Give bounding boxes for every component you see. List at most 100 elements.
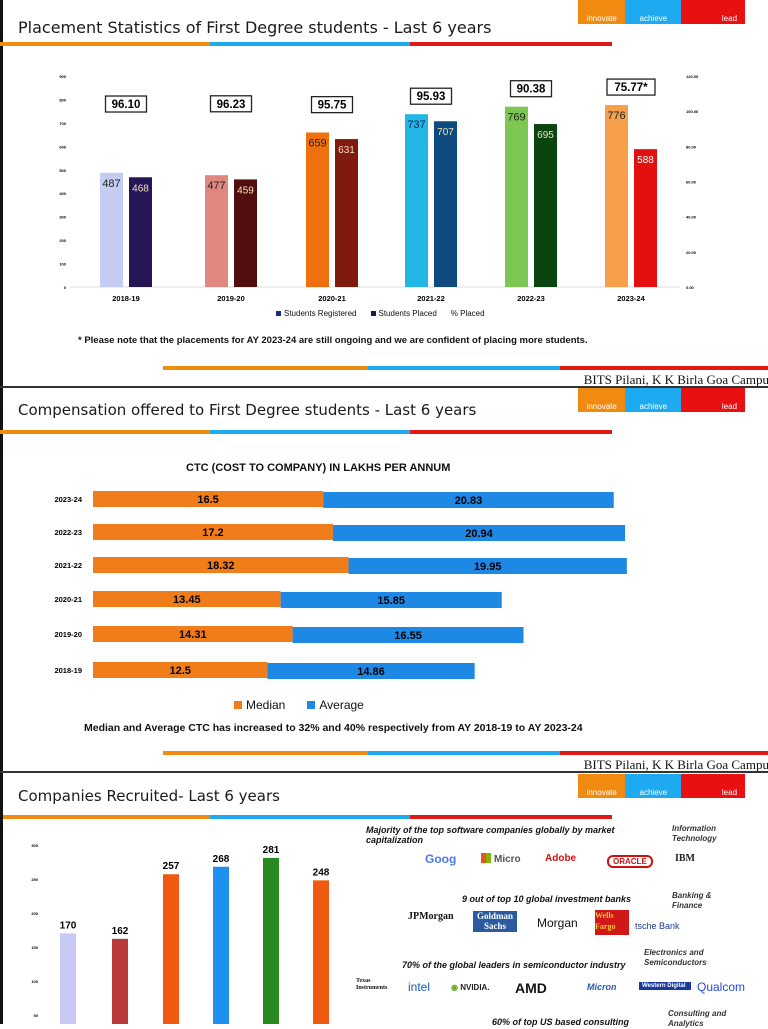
bar-average — [292, 627, 524, 643]
bar-placed — [634, 149, 657, 287]
stripe-blue — [210, 42, 410, 46]
category-label: Banking & Finance — [672, 891, 712, 910]
logo-innovate: innovate — [578, 774, 626, 798]
y-tick-label: 300 — [59, 215, 66, 220]
bar-placed — [234, 179, 257, 287]
logo-western-digital: Western Digital — [639, 982, 691, 990]
slide-divider — [0, 771, 768, 773]
bar-placed — [434, 121, 457, 288]
bar-placed — [534, 124, 557, 287]
bar-registered — [306, 132, 329, 287]
data-label-registered: 769 — [507, 112, 525, 124]
slide-title: Compensation offered to First Degree stu… — [18, 401, 477, 419]
percent-placed-box — [409, 87, 453, 105]
data-label-registered: 659 — [308, 138, 326, 150]
y-tick-label: 800 — [59, 97, 66, 102]
bar-average — [280, 592, 502, 608]
percent-placed-box — [104, 95, 148, 113]
x-tick-label: 2023-24 — [617, 294, 645, 303]
stripe-red — [410, 42, 612, 46]
logo-achieve: achieve — [625, 774, 682, 798]
y-tick-label: 2019-20 — [54, 630, 82, 639]
bar-registered — [605, 105, 628, 288]
nvidia-eye-icon: ◉ — [451, 983, 458, 992]
bar-average — [348, 558, 627, 574]
category-label: Electronics and Semiconductors — [644, 948, 707, 967]
legend-label: Average — [319, 698, 364, 712]
logo-jpmorgan: JPMorgan Chase — [408, 912, 456, 922]
chart-legend: Median Average — [234, 698, 364, 712]
logo-amd: AMD — [515, 980, 547, 996]
legend-label: Median — [246, 698, 286, 712]
y-tick-label: 400 — [59, 191, 66, 196]
legend-item: Average — [307, 698, 364, 712]
scan-edge — [0, 0, 3, 1024]
data-label-companies: 248 — [313, 867, 330, 878]
y-tick-label: 250 — [31, 877, 38, 882]
y-tick-label: 2023-24 — [54, 495, 82, 504]
data-label-companies: 281 — [263, 845, 280, 856]
x-tick-label: 2020-21 — [318, 294, 346, 303]
bar-registered — [405, 114, 428, 287]
legend-item: Students Placed — [370, 309, 437, 318]
stripe-red — [410, 815, 612, 819]
data-label-placed: 588 — [637, 155, 654, 166]
percent-placed-box — [509, 80, 553, 98]
logo-innovate: innovate — [578, 388, 626, 412]
y-tick-label: 700 — [59, 121, 66, 126]
y2-tick-label: 20.00 — [686, 250, 697, 255]
y-tick-label: 0 — [64, 285, 67, 290]
data-label-placed: 695 — [537, 130, 554, 141]
logo-nvidia: ◉ NVIDIA. — [451, 983, 490, 992]
logo-micron: Micron — [587, 982, 617, 992]
y2-tick-label: 40.00 — [686, 215, 697, 220]
logo-oracle: ORACLE — [607, 855, 653, 868]
data-label-registered: 776 — [607, 110, 625, 122]
y-tick-label: 500 — [59, 168, 66, 173]
stripe-blue — [210, 815, 410, 819]
logo-intel: intel — [408, 980, 431, 994]
stripe-orange — [163, 366, 368, 370]
data-label-companies: 162 — [112, 926, 129, 937]
stripe-blue — [368, 751, 560, 755]
percent-placed-label: 90.38 — [517, 84, 546, 96]
bar-registered — [505, 106, 528, 287]
logo-innovate: innovate — [578, 0, 626, 24]
stripe-orange — [163, 751, 368, 755]
stripe-red — [560, 751, 768, 755]
y-tick-label: 50 — [34, 1013, 39, 1018]
footnote: * Please note that the placements for AY… — [78, 335, 588, 346]
data-label-median: 12.5 — [169, 665, 190, 677]
logo-lead: lead — [681, 0, 746, 24]
bar-average — [332, 525, 626, 541]
y-tick-label: 200 — [59, 238, 66, 243]
data-label-placed: 631 — [338, 145, 355, 156]
logo-google: Goog — [425, 852, 457, 866]
x-tick-label: 2018-19 — [112, 294, 140, 303]
x-tick-label: 2022-23 — [517, 294, 545, 303]
stripe-orange — [0, 42, 210, 46]
logo-achieve: achieve — [625, 0, 682, 24]
percent-placed-label: 96.10 — [112, 99, 141, 111]
logo-deutsche-bank: tsche Bank — [635, 921, 680, 931]
data-label-median: 18.32 — [207, 560, 235, 572]
bar-placed — [129, 177, 152, 287]
data-label-placed: 459 — [237, 185, 254, 196]
logo-wells-fargo: Wells Fargo — [595, 910, 629, 935]
data-label-median: 17.2 — [202, 527, 223, 539]
logo-ibm: IBM — [675, 853, 695, 864]
y2-tick-label: 100.00 — [686, 109, 699, 114]
microsoft-icon — [481, 853, 491, 863]
placement-chart: 0 100 200 300 400 500 600 700 800 900 0.00 20.00 40.… — [59, 74, 699, 303]
legend-label: Students Registered — [284, 309, 357, 318]
percent-placed-label: 95.93 — [417, 91, 446, 103]
bar-average — [267, 663, 475, 679]
y2-tick-label: 80.00 — [686, 144, 697, 149]
ctc-note: Median and Average CTC has increased to … — [84, 722, 583, 734]
data-label-placed: 468 — [132, 183, 149, 194]
slide-title: Companies Recruited- Last 6 years — [18, 787, 280, 805]
campus-label: BITS Pilani, K K Birla Goa Campus — [583, 372, 768, 387]
data-label-average: 20.94 — [465, 528, 493, 540]
